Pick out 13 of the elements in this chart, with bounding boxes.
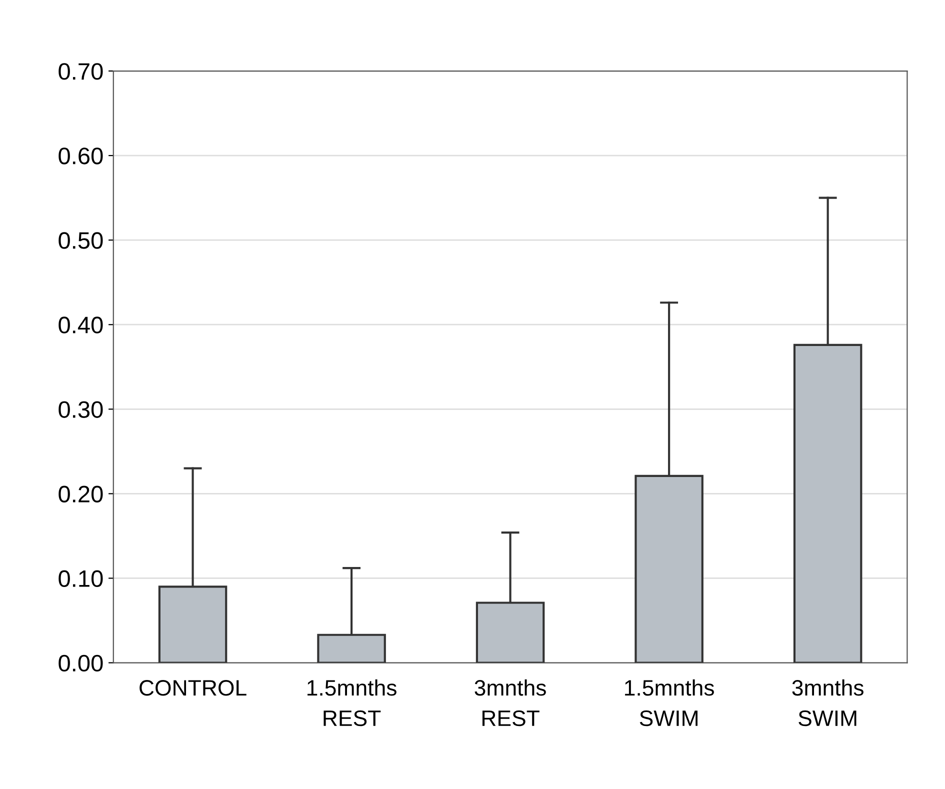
y-tick-label: 0.30 bbox=[58, 401, 103, 418]
y-tick-label: 0.60 bbox=[58, 148, 103, 164]
y-tick-label: 0.50 bbox=[58, 232, 103, 249]
y-tick-label: 0.20 bbox=[58, 486, 103, 502]
x-tick-label: CONTROL bbox=[140, 680, 246, 696]
y-tick-label: 0.00 bbox=[58, 654, 103, 672]
y-tick-label: 0.40 bbox=[58, 316, 103, 334]
x-tick-label: 3mnths REST bbox=[474, 679, 546, 726]
x-tick-label: 1.5mnths REST bbox=[308, 679, 396, 726]
y-tick-label: 0.70 bbox=[58, 63, 103, 80]
x-tick-label: 1.5mnths SWIM bbox=[625, 679, 714, 726]
y-tick-label: 0.10 bbox=[58, 570, 103, 588]
x-tick-label: 3mnths SWIM bbox=[792, 679, 864, 726]
